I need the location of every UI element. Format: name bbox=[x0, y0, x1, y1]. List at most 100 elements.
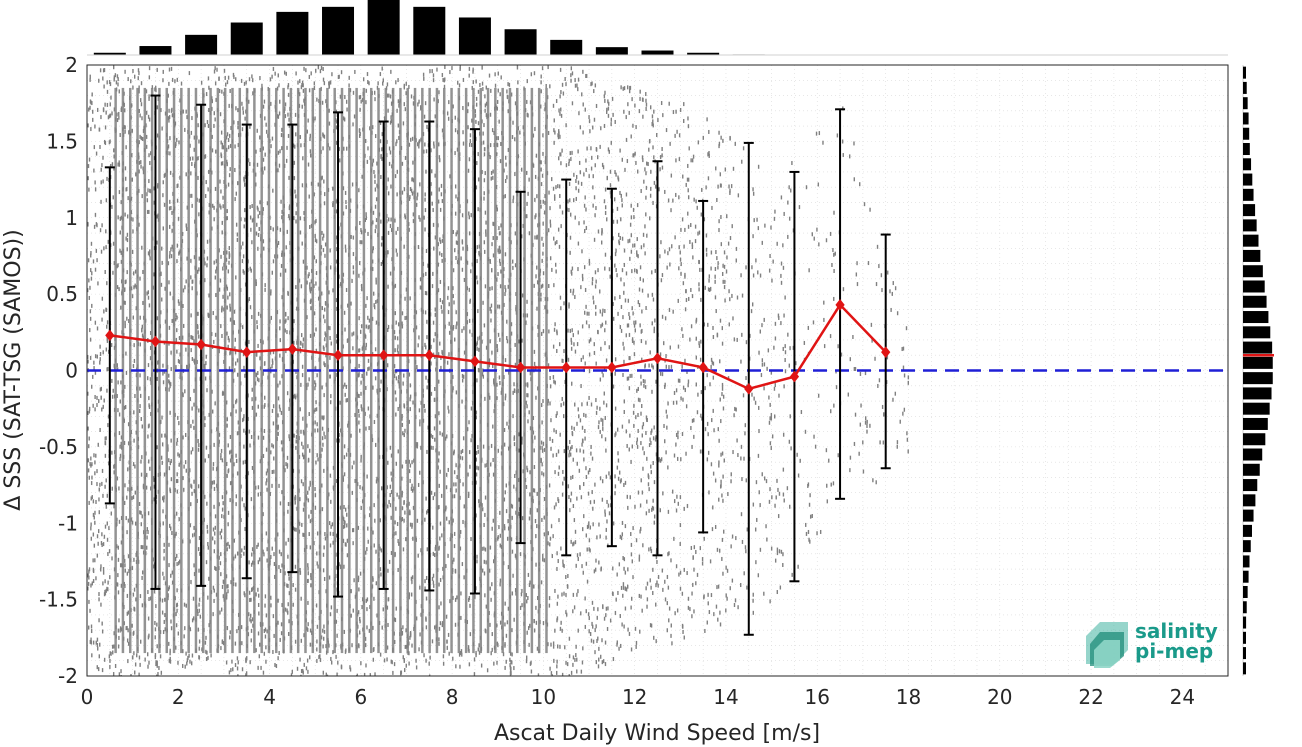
scatter-point bbox=[92, 374, 94, 379]
scatter-point bbox=[418, 99, 420, 104]
scatter-point bbox=[133, 651, 135, 656]
scatter-point bbox=[630, 605, 632, 610]
scatter-point bbox=[518, 359, 521, 364]
scatter-point bbox=[503, 168, 505, 173]
scatter-point bbox=[218, 349, 220, 354]
scatter-point bbox=[259, 459, 262, 464]
scatter-point bbox=[579, 448, 581, 453]
scatter-point bbox=[314, 420, 316, 425]
scatter-point bbox=[705, 252, 708, 257]
scatter-point bbox=[592, 522, 594, 527]
scatter-point bbox=[527, 419, 529, 424]
scatter-point bbox=[131, 153, 133, 158]
scatter-point bbox=[447, 116, 450, 121]
scatter-point bbox=[364, 643, 367, 648]
scatter-point bbox=[693, 567, 695, 572]
scatter-point bbox=[124, 129, 126, 134]
scatter-point bbox=[320, 245, 323, 250]
scatter-point bbox=[576, 83, 578, 88]
scatter-point bbox=[719, 359, 721, 364]
scatter-point bbox=[644, 363, 647, 368]
scatter-point bbox=[249, 443, 251, 448]
scatter-point bbox=[698, 230, 701, 235]
scatter-point bbox=[280, 133, 283, 138]
scatter-point bbox=[332, 203, 334, 208]
scatter-point bbox=[316, 422, 318, 427]
scatter-point bbox=[367, 79, 369, 84]
scatter-point bbox=[585, 320, 588, 325]
scatter-point bbox=[609, 169, 612, 174]
scatter-point bbox=[744, 423, 747, 428]
scatter-point bbox=[257, 311, 260, 316]
scatter-point bbox=[490, 88, 492, 93]
scatter-point bbox=[644, 251, 646, 256]
scatter-point bbox=[175, 645, 177, 650]
scatter-point bbox=[570, 340, 573, 345]
scatter-point bbox=[547, 541, 549, 546]
scatter-point bbox=[624, 298, 627, 303]
scatter-point bbox=[251, 315, 253, 320]
scatter-point bbox=[417, 102, 419, 107]
scatter-point bbox=[739, 583, 742, 588]
scatter-point bbox=[177, 660, 179, 665]
scatter-point bbox=[437, 352, 440, 357]
scatter-point bbox=[862, 440, 864, 445]
scatter-point bbox=[770, 446, 772, 451]
scatter-point bbox=[119, 628, 121, 633]
scatter-point bbox=[92, 499, 95, 504]
scatter-point bbox=[90, 481, 93, 486]
scatter-point bbox=[607, 503, 610, 508]
scatter-point bbox=[373, 503, 375, 508]
scatter-point bbox=[456, 321, 458, 326]
scatter-point bbox=[468, 211, 470, 216]
scatter-point bbox=[581, 660, 584, 665]
scatter-point bbox=[287, 133, 290, 138]
scatter-point bbox=[396, 521, 399, 526]
scatter-point bbox=[630, 459, 632, 464]
scatter-point bbox=[319, 69, 322, 74]
scatter-point bbox=[509, 657, 511, 662]
scatter-point bbox=[264, 287, 266, 292]
scatter-point bbox=[575, 563, 577, 568]
scatter-point bbox=[776, 478, 778, 483]
scatter-point bbox=[226, 473, 228, 478]
scatter-point bbox=[256, 325, 259, 330]
scatter-point bbox=[335, 533, 338, 538]
scatter-point bbox=[118, 486, 120, 491]
scatter-point bbox=[87, 164, 90, 169]
scatter-point bbox=[605, 474, 608, 479]
scatter-point bbox=[456, 230, 458, 235]
scatter-point bbox=[633, 320, 635, 325]
scatter-point bbox=[659, 458, 662, 463]
scatter-point bbox=[890, 307, 892, 312]
scatter-point bbox=[330, 656, 332, 661]
scatter-point bbox=[635, 415, 637, 420]
scatter-point bbox=[374, 672, 376, 676]
scatter-point bbox=[329, 400, 332, 405]
scatter-point bbox=[138, 501, 141, 506]
scatter-point bbox=[542, 621, 545, 626]
scatter-point bbox=[266, 558, 268, 563]
scatter-point bbox=[431, 576, 434, 581]
scatter-point bbox=[408, 196, 411, 201]
scatter-point bbox=[244, 174, 246, 179]
scatter-point bbox=[285, 462, 287, 467]
scatter-point bbox=[162, 380, 165, 385]
scatter-point bbox=[590, 451, 592, 456]
scatter-point bbox=[554, 380, 556, 385]
scatter-point bbox=[526, 468, 529, 473]
scatter-point bbox=[432, 208, 434, 213]
scatter-point bbox=[651, 428, 653, 433]
scatter-point bbox=[718, 497, 720, 502]
scatter-point bbox=[699, 357, 702, 362]
scatter-point bbox=[782, 265, 785, 270]
scatter-point bbox=[110, 511, 113, 516]
scatter-point bbox=[411, 579, 413, 584]
scatter-point bbox=[656, 559, 658, 564]
scatter-point bbox=[420, 137, 422, 142]
scatter-point bbox=[760, 373, 763, 378]
scatter-point bbox=[573, 605, 576, 610]
scatter-point bbox=[588, 324, 590, 329]
scatter-point bbox=[309, 137, 311, 142]
scatter-point bbox=[197, 175, 199, 180]
